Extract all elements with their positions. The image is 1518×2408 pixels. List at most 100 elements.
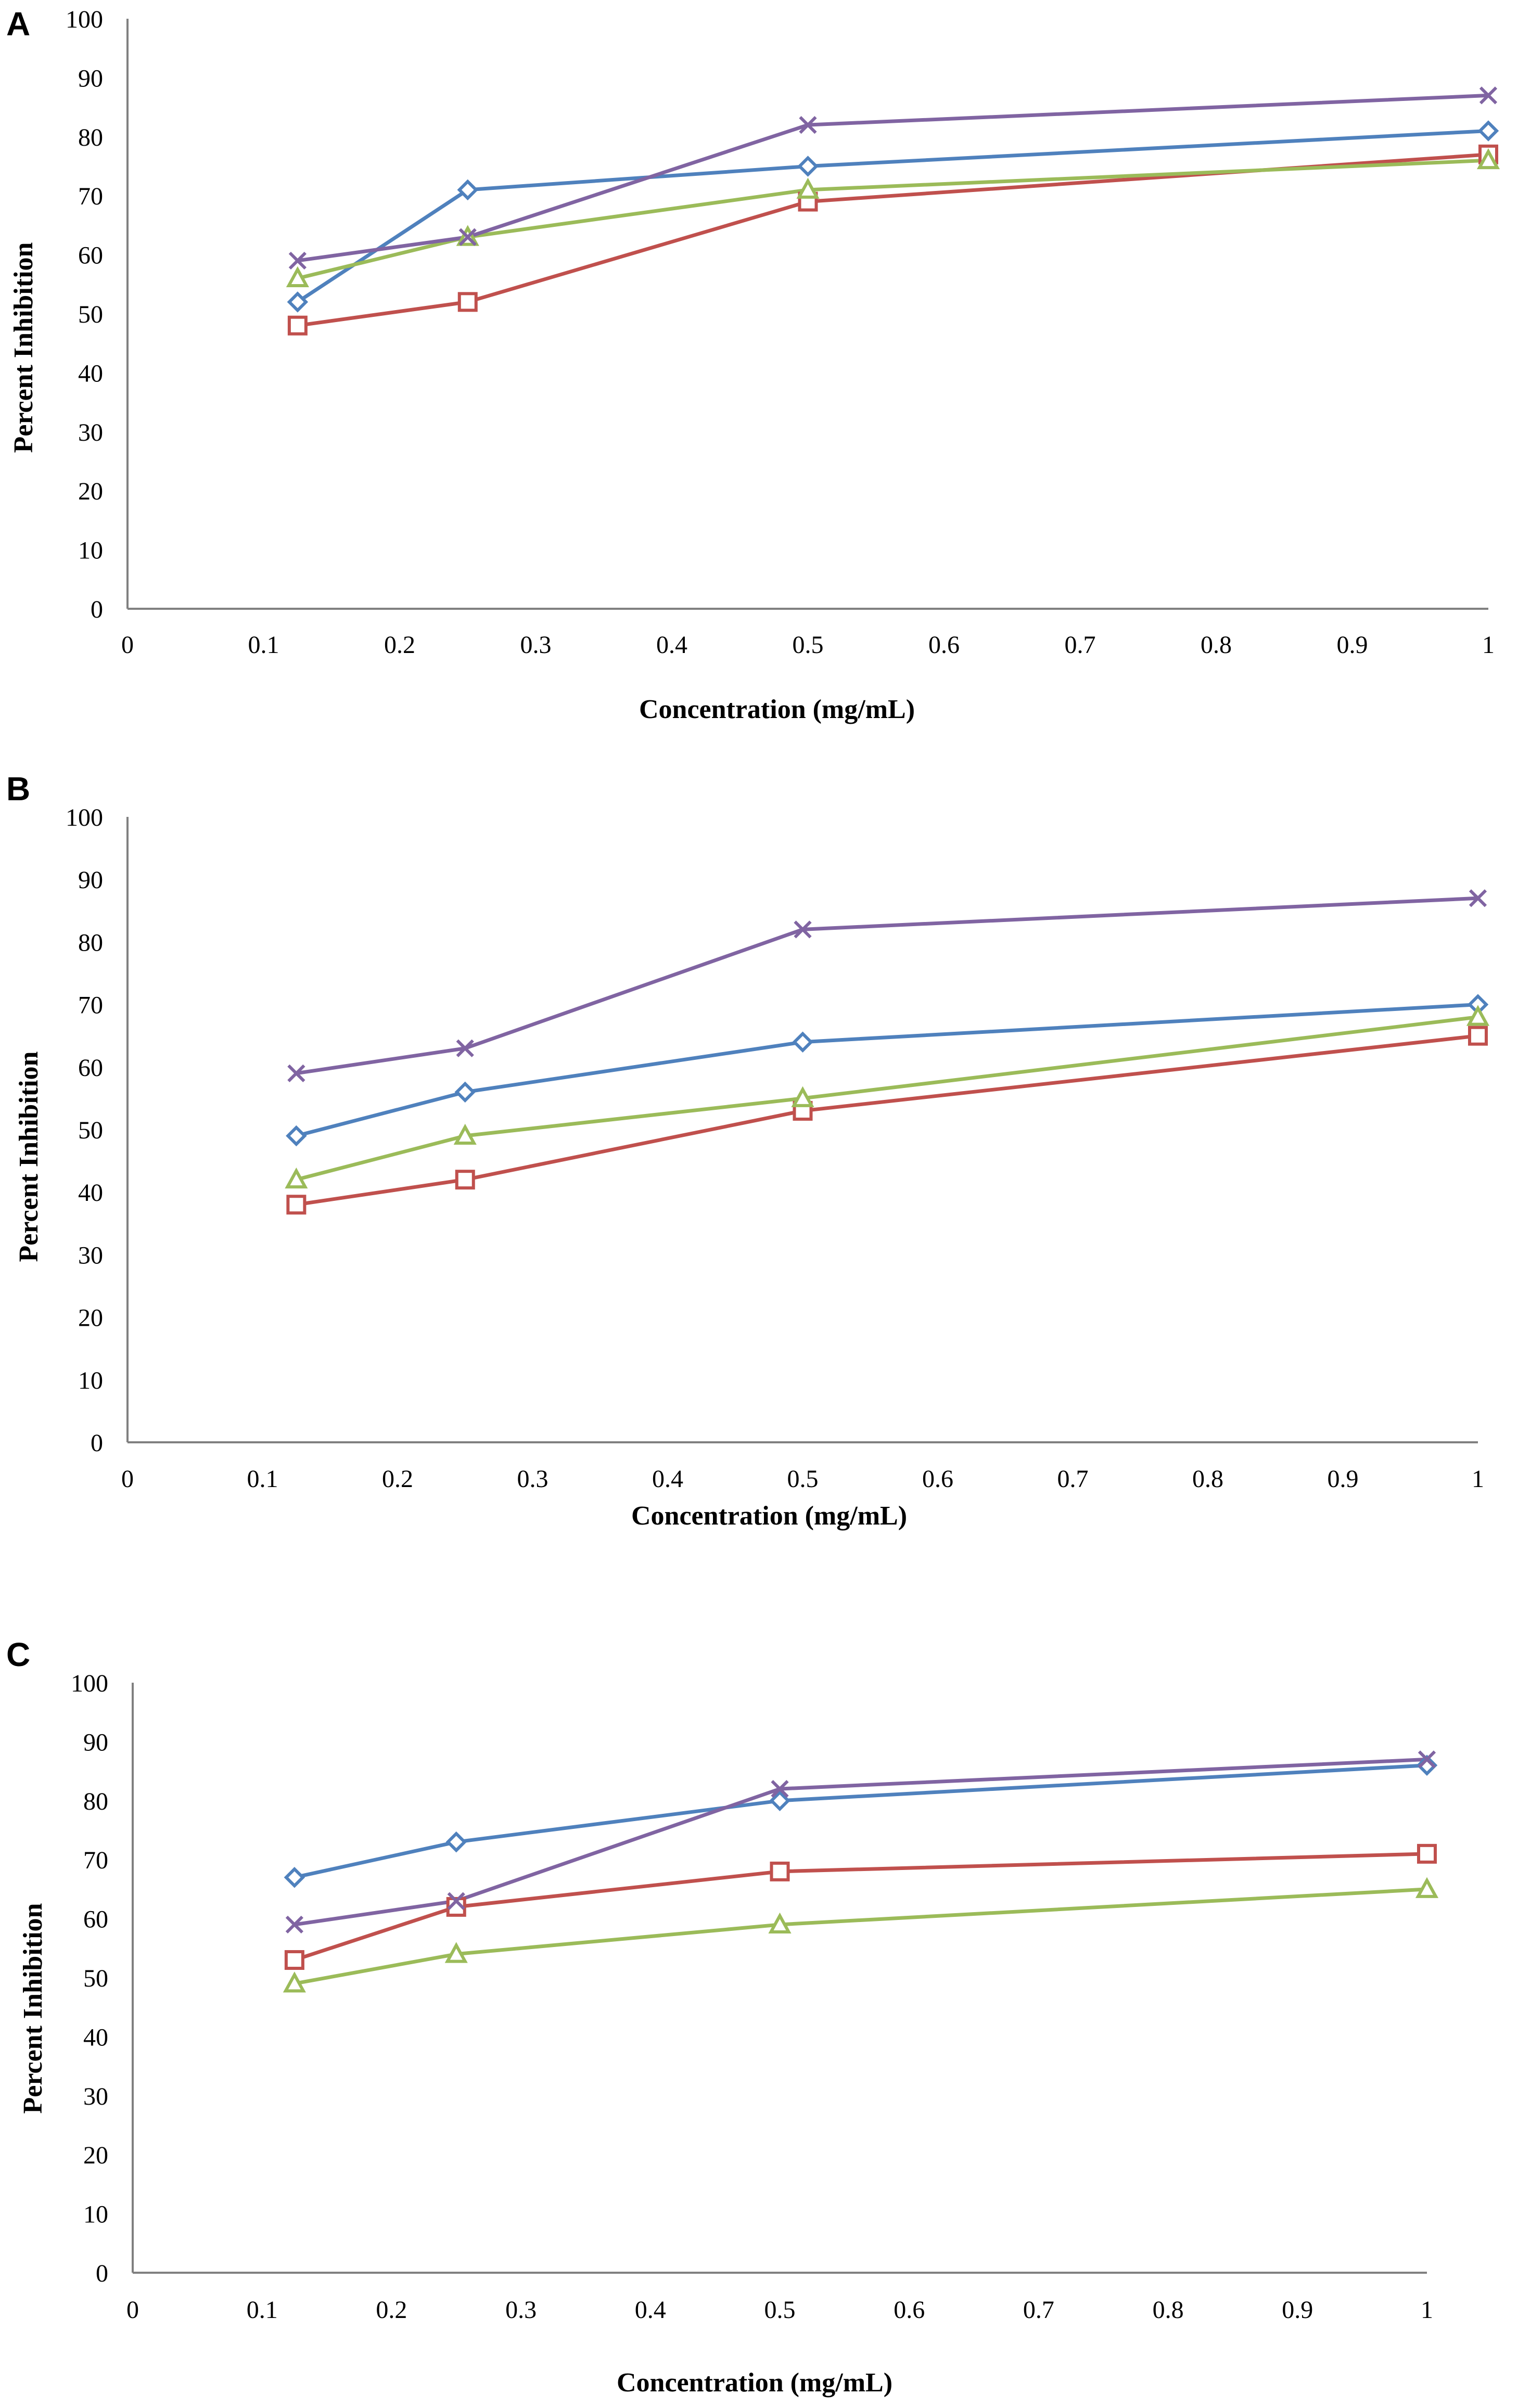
panel-c-point-square — [284, 1950, 304, 1970]
panel-a-y-tick-label: 50 — [78, 301, 103, 328]
panel-b-y-tick-label: 50 — [78, 1117, 103, 1144]
panel-c-y-tick-label: 100 — [71, 1670, 108, 1697]
panel-b-y-tick-label: 20 — [78, 1304, 103, 1332]
panel-c-x-tick-label: 0.4 — [635, 2296, 666, 2324]
panel-a-point-x — [288, 251, 307, 270]
panel-a-point-triangle — [286, 266, 309, 287]
panel-c-xlabel: Concentration (mg/mL) — [617, 2368, 892, 2398]
panel-a-xlabel: Concentration (mg/mL) — [639, 695, 915, 724]
panel-c-point-triangle — [283, 1971, 306, 1993]
panel-b-y-tick-label: 80 — [78, 929, 103, 956]
panel-b-y-tick-label: 70 — [78, 992, 103, 1019]
panel-c-x-tick-label: 0.3 — [505, 2296, 537, 2324]
panel-c: C 0 10 20 30 40 50 60 70 80 90 100 0 0.1 0.2 0.3 0.4 0.5… — [6, 1636, 1439, 2398]
panel-a-series-diamond-line — [296, 129, 1489, 304]
panel-a-series-square-line — [297, 152, 1489, 328]
panel-c-y-tick-label: 60 — [83, 1906, 108, 1933]
panel-b-y-tick-label: 30 — [78, 1241, 103, 1269]
panel-c-x-tick-label: 0.2 — [376, 2296, 407, 2324]
panel-b-point-x — [456, 1039, 474, 1057]
panel-b-label: B — [6, 770, 30, 808]
panel-a-y-tick-label: 70 — [78, 183, 103, 210]
panel-b-point-square — [286, 1195, 307, 1215]
panel-c-y-tick-label: 0 — [96, 2260, 108, 2287]
panel-a-y-tick-label: 90 — [78, 65, 103, 92]
panel-c-y-tick-label: 30 — [83, 2083, 108, 2110]
panel-c-point-x — [771, 1779, 789, 1798]
panel-a-y-tick-label: 80 — [78, 124, 103, 151]
panel-c-point-square — [770, 1861, 790, 1881]
panel-a-point-x — [458, 228, 477, 246]
panel-a-x-tick-label: 0.7 — [1065, 631, 1096, 659]
panel-c-point-diamond — [1416, 1754, 1438, 1776]
panel-a-x-tick-label: 0 — [121, 631, 134, 659]
panel-b-y-tick-label: 60 — [78, 1054, 103, 1082]
panel-c-y-tick-label: 10 — [83, 2201, 108, 2228]
panel-a-x-tick-label: 1 — [1482, 631, 1495, 659]
panel-b-x-tick-label: 0 — [121, 1465, 134, 1493]
panel-a-series-triangle-line — [297, 158, 1489, 280]
panel-a-y-tick-label: 0 — [91, 596, 103, 623]
panel-a-x-tick-label: 0.4 — [656, 631, 687, 659]
panel-a-label: A — [6, 5, 30, 43]
panel-c-plot: 0 10 20 30 40 50 60 70 80 90 100 0 0.1 0.2 0.3 0.4 0.5 0.… — [71, 1670, 1439, 2324]
panel-b-y-tick-label: 10 — [78, 1367, 103, 1394]
panel-b-x-tick-label: 0.1 — [247, 1465, 278, 1493]
panel-c-x-tick-label: 0.7 — [1023, 2296, 1054, 2324]
panel-c-ylabel: Percent Inhibition — [18, 1903, 48, 2114]
panel-b-x-tick-label: 0.6 — [922, 1465, 953, 1493]
panel-a-x-tick-label: 0.3 — [520, 631, 552, 659]
panel-b-x-tick-label: 1 — [1472, 1465, 1484, 1493]
panel-a-y-tick-label: 60 — [78, 242, 103, 270]
panel-c-point-x — [447, 1892, 465, 1910]
panel-a-y-tick-label: 30 — [78, 419, 103, 446]
panel-a-point-square — [457, 292, 478, 312]
panel-c-y-tick-label: 80 — [83, 1788, 108, 1815]
panel-b-x-tick-label: 0.3 — [517, 1465, 548, 1493]
panel-b-y-tick-label: 0 — [91, 1429, 103, 1457]
panel-c-series-diamond-line — [294, 1763, 1427, 1879]
panel-c-point-diamond — [445, 1831, 467, 1853]
panel-b-ylabel: Percent Inhibition — [14, 1051, 44, 1262]
panel-b-point-triangle — [1466, 1005, 1490, 1026]
panel-c-x-tick-label: 0.1 — [247, 2296, 278, 2324]
panel-a-ylabel: Percent Inhibition — [9, 242, 39, 453]
panel-b-series-triangle-line — [296, 1015, 1478, 1182]
panel-c-point-x — [285, 1915, 303, 1934]
panel-a-x-tick-label: 0.9 — [1337, 631, 1368, 659]
panel-b-x-tick-label: 0.9 — [1328, 1465, 1359, 1493]
panel-c-series-triangle-line — [294, 1887, 1427, 1986]
panel-c-x-tick-label: 0 — [126, 2296, 139, 2324]
panel-b-point-triangle — [791, 1086, 814, 1107]
panel-c-label: C — [6, 1636, 30, 1673]
panel-b-point-x — [1469, 889, 1487, 907]
panel-c-x-tick-label: 0.9 — [1282, 2296, 1313, 2324]
panel-a-x-tick-label: 0.8 — [1201, 631, 1232, 659]
panel-b-x-tick-label: 0.8 — [1192, 1465, 1223, 1493]
panel-b-y-tick-label: 90 — [78, 866, 103, 894]
panel-a-point-diamond — [797, 156, 819, 177]
panel-c-point-diamond — [769, 1790, 790, 1812]
panel-b-point-x — [794, 920, 812, 939]
panel-b-y-tick-label: 40 — [78, 1179, 103, 1207]
panel-c-point-triangle — [768, 1912, 792, 1933]
panel-c-point-x — [1418, 1750, 1436, 1769]
panel-c-y-tick-label: 90 — [83, 1728, 108, 1756]
panel-a-y-tick-label: 40 — [78, 360, 103, 387]
panel-c-series-square-line — [294, 1852, 1427, 1962]
panel-a-series-x-line — [297, 93, 1489, 263]
panel-b-point-diamond — [792, 1031, 813, 1053]
panel-b-series-x-line — [296, 896, 1478, 1075]
panel-c-point-square — [1417, 1843, 1437, 1864]
panel-c-y-tick-label: 20 — [83, 2142, 108, 2169]
panel-c-x-tick-label: 0.5 — [764, 2296, 796, 2324]
panel-b-point-triangle — [285, 1167, 308, 1189]
panel-b-x-tick-label: 0.2 — [382, 1465, 413, 1493]
panel-a-x-tick-label: 0.5 — [793, 631, 824, 659]
panel-a-x-tick-label: 0.6 — [928, 631, 960, 659]
panel-b-point-square — [1468, 1026, 1488, 1046]
panel-b-plot: 0 10 20 30 40 50 60 70 80 90 100 0 0.1 0.2 0.3 0.4 0.5 0.… — [66, 804, 1490, 1493]
panel-c-x-tick-label: 0.8 — [1153, 2296, 1184, 2324]
panel-a-point-triangle — [796, 177, 820, 199]
